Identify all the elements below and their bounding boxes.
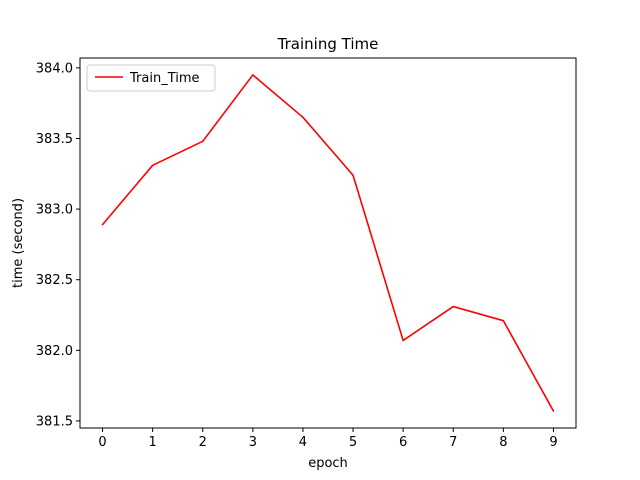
plot-area (80, 58, 576, 428)
series-group (101, 74, 555, 412)
y-tick-label: 382.5 (36, 273, 73, 288)
data-point (552, 410, 555, 412)
data-point (452, 305, 455, 308)
x-tick-label: 6 (399, 435, 407, 450)
data-point (201, 140, 204, 143)
data-point (502, 319, 505, 322)
x-tick-label: 7 (449, 435, 457, 450)
x-tick-label: 3 (249, 435, 257, 450)
x-tick-label: 2 (199, 435, 207, 450)
y-tick-label: 383.5 (36, 132, 73, 147)
data-point (252, 74, 254, 76)
series-line-0 (101, 74, 555, 412)
legend-label-train-time: Train_Time (129, 71, 200, 86)
x-tick-label: 0 (98, 435, 106, 450)
data-point (101, 223, 104, 226)
y-tick-label: 384.0 (36, 61, 73, 76)
y-tick-label: 383.0 (36, 203, 73, 218)
x-tick-label: 8 (499, 435, 507, 450)
data-point (402, 339, 404, 342)
y-tick-label: 381.5 (36, 414, 73, 429)
data-point (302, 116, 304, 119)
x-axis-label: epoch (308, 456, 348, 471)
data-point (352, 174, 354, 177)
legend: Train_Time (86, 64, 216, 92)
chart-title: Training Time (277, 35, 379, 53)
x-tick-label: 9 (549, 435, 557, 450)
x-tick-label: 1 (149, 435, 157, 450)
plot-frame (79, 57, 577, 429)
x-tick-label: 5 (349, 435, 357, 450)
data-point (151, 164, 154, 167)
y-tick-label: 382.0 (36, 344, 73, 359)
x-tick-label: 4 (299, 435, 307, 450)
ticks-group: 0 1 2 3 4 5 6 7 8 9 381.5 382.0 382.5 383.0 383.5 384.0 (36, 61, 558, 450)
legend-box (86, 64, 216, 92)
y-axis-label: time (second) (11, 198, 26, 288)
